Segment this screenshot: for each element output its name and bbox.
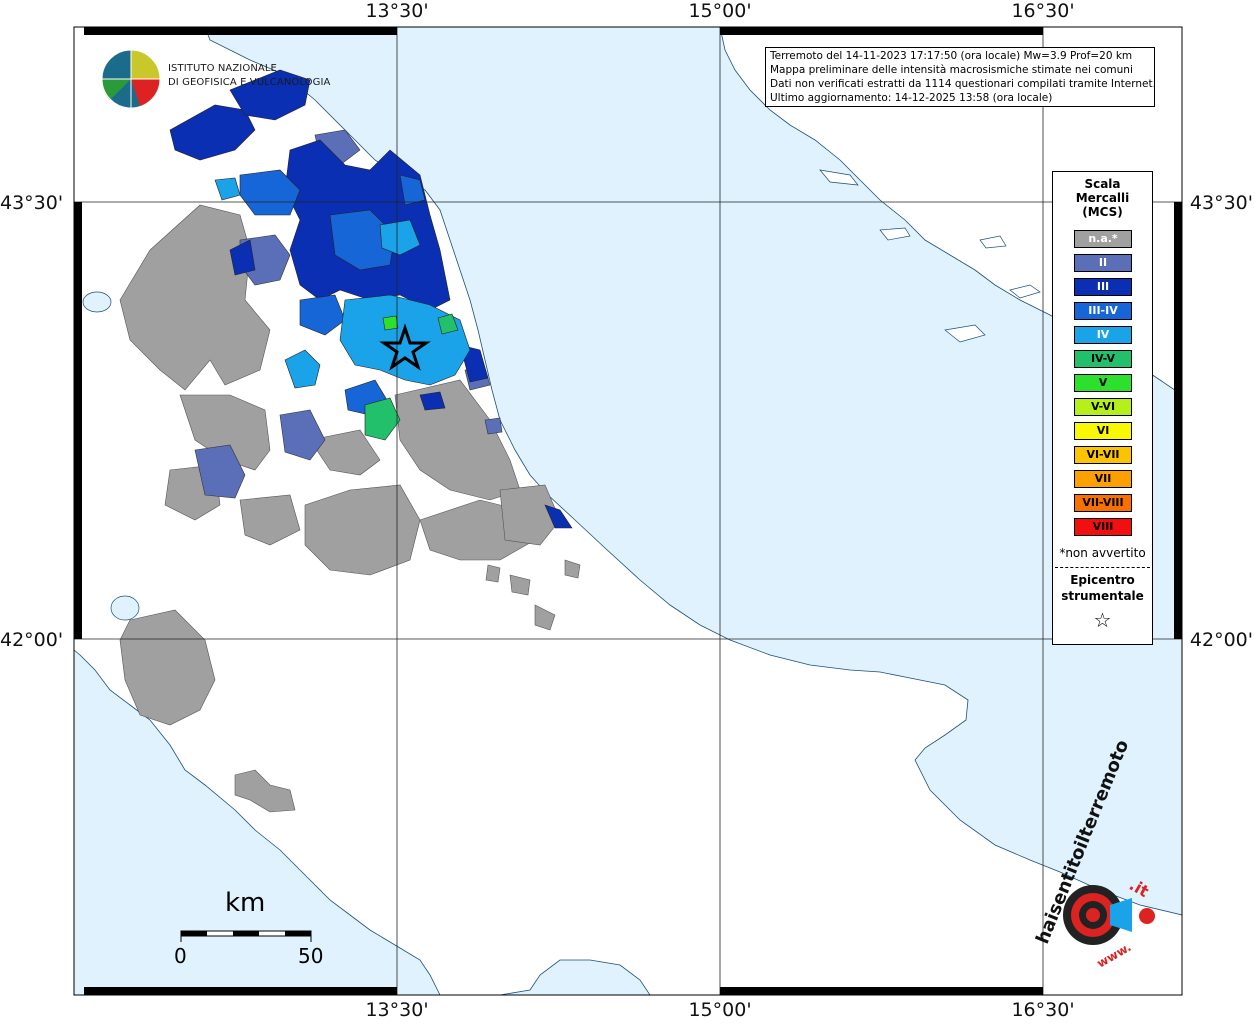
- region-III-IV: [239, 169, 426, 416]
- epicentre-star: [379, 323, 431, 371]
- graticule: [74, 27, 1182, 995]
- legend-swatch: III-IV: [1074, 302, 1132, 320]
- legend-swatch: VI-VII: [1074, 446, 1132, 464]
- legend-swatch: V: [1074, 374, 1132, 392]
- info-line-2: Mappa preliminare delle intensità macros…: [770, 64, 1133, 76]
- coord-top-1: 13°30': [365, 0, 429, 22]
- coord-bottom-3: 16°30': [1011, 999, 1075, 1021]
- info-line-4: Ultimo aggiornamento: 14-12-2025 13:58 (…: [770, 92, 1053, 104]
- island: [879, 227, 911, 241]
- legend-swatch: II: [1074, 254, 1132, 272]
- legend-title: Scala Mercalli (MCS): [1053, 177, 1152, 219]
- scale-unit: km: [225, 888, 266, 918]
- region-V: [382, 315, 399, 331]
- ingv-line2: DI GEOFISICA E VULCANOLOGIA: [168, 77, 331, 88]
- legend-swatch: n.a.*: [1074, 230, 1132, 248]
- coord-left-2: 42°00': [0, 629, 64, 651]
- lake: [82, 291, 112, 313]
- island: [1009, 284, 1041, 299]
- scale-bar: [180, 930, 312, 942]
- legend-swatch: IV: [1074, 326, 1132, 344]
- legend-swatch: III: [1074, 278, 1132, 296]
- island: [819, 169, 859, 186]
- legend-title-3: (MCS): [1082, 205, 1123, 219]
- coord-left-1: 43°30': [0, 192, 64, 214]
- ingv-logo-text: ISTITUTO NAZIONALE DI GEOFISICA E VULCAN…: [168, 62, 331, 90]
- event-info-box: Terremoto del 14-11-2023 17:17:50 (ora l…: [765, 47, 1156, 107]
- ingv-line1: ISTITUTO NAZIONALE: [168, 63, 277, 74]
- legend-title-2: Mercalli: [1075, 191, 1130, 205]
- legend-title-1: Scala: [1084, 177, 1121, 191]
- region-IV: [214, 177, 471, 389]
- coord-top-3: 16°30': [1011, 0, 1075, 22]
- legend-swatch: VII: [1074, 470, 1132, 488]
- legend-swatch: V-VI: [1074, 398, 1132, 416]
- legend-note: *non avvertito: [1059, 546, 1146, 560]
- region-II: [194, 129, 503, 499]
- legend-swatch: VI: [1074, 422, 1132, 440]
- legend-swatch: VIII: [1074, 518, 1132, 536]
- coord-bottom-2: 15°00': [688, 999, 752, 1021]
- legend-swatch: VII-VIII: [1074, 494, 1132, 512]
- coord-bottom-1: 13°30': [365, 999, 429, 1021]
- coord-right-2: 42°00': [1189, 629, 1253, 651]
- coord-top-2: 15°00': [688, 0, 752, 22]
- legend-epi-2: strumentale: [1061, 589, 1144, 603]
- scale-zero: 0: [174, 944, 187, 968]
- region-IV-V: [364, 313, 459, 441]
- ingv-logo-icon: [101, 49, 161, 109]
- coord-right-1: 43°30': [1189, 192, 1253, 214]
- info-line-1: Terremoto del 14-11-2023 17:17:50 (ora l…: [770, 50, 1133, 62]
- legend-swatch: IV-V: [1074, 350, 1132, 368]
- info-line-3: Dati non verificati estratti da 1114 que…: [770, 78, 1156, 90]
- legend-star-icon: ☆: [1093, 608, 1112, 632]
- frame-ticks: [74, 27, 1182, 995]
- lake: [110, 595, 140, 621]
- legend-epicentre-label: Epicentro strumentale: [1053, 572, 1152, 604]
- scale-fifty: 50: [298, 944, 324, 968]
- island: [944, 324, 986, 343]
- hsit-badge-icon: [1063, 885, 1155, 945]
- mcs-legend: Scala Mercalli (MCS) n.a.* II III III-IV IV I…: [1052, 171, 1153, 645]
- island: [979, 235, 1007, 249]
- legend-separator: [1055, 567, 1150, 568]
- legend-epi-1: Epicentro: [1070, 573, 1135, 587]
